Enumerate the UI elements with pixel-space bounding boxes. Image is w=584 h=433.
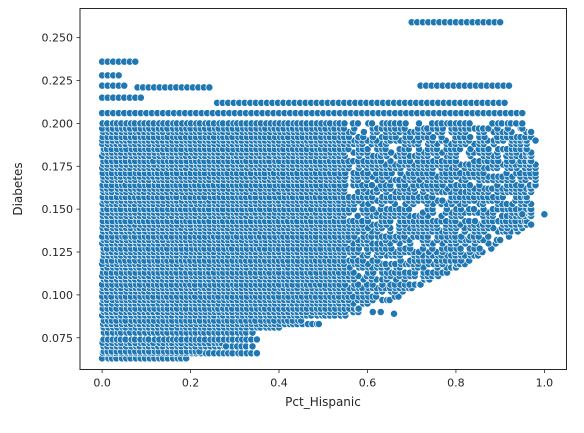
data-point [205, 83, 214, 92]
y-tick-label: 0.225 [42, 75, 74, 88]
y-tick-label: 0.150 [42, 203, 74, 216]
y-tick-label: 0.175 [42, 160, 74, 173]
x-axis-label: Pct_Hispanic [285, 395, 361, 409]
y-axis: 0.075 0.100 0.125 0.150 0.175 0.200 0.225 0.250 [42, 32, 80, 345]
data-points [98, 18, 549, 363]
x-tick-label: 0.8 [447, 377, 465, 390]
data-point [531, 136, 540, 145]
data-point [471, 217, 479, 226]
y-tick-label: 0.200 [42, 117, 74, 130]
data-point [252, 349, 261, 358]
data-point [136, 93, 145, 102]
data-point [505, 81, 513, 90]
x-tick-label: 0.6 [359, 377, 377, 390]
data-point [438, 196, 447, 205]
data-point [518, 210, 527, 219]
data-point [469, 205, 478, 214]
y-tick-label: 0.250 [42, 32, 74, 45]
data-point [540, 210, 549, 219]
y-tick-label: 0.075 [42, 332, 74, 345]
x-axis: 0.0 0.2 0.4 0.6 0.8 1.0 [93, 369, 554, 390]
data-point [354, 304, 363, 313]
data-point [368, 119, 376, 128]
data-point [359, 128, 368, 136]
data-point [353, 212, 362, 220]
y-tick-label: 0.100 [42, 289, 74, 302]
data-point [484, 232, 493, 241]
data-point [248, 342, 257, 351]
data-point [252, 335, 261, 344]
data-point [527, 220, 536, 229]
x-tick-label: 0.0 [93, 377, 111, 390]
data-point [354, 280, 363, 289]
data-point [353, 119, 362, 128]
data-point [120, 81, 129, 90]
data-point [496, 236, 505, 244]
data-point [456, 244, 465, 253]
x-tick-label: 1.0 [536, 377, 554, 390]
x-tick-label: 0.4 [270, 377, 288, 390]
data-point [401, 119, 410, 128]
data-point [131, 57, 140, 66]
x-tick-label: 0.2 [182, 377, 200, 390]
data-point [415, 119, 423, 128]
data-point [376, 308, 385, 316]
data-point [114, 71, 123, 80]
data-point [221, 342, 230, 351]
data-point [340, 119, 349, 128]
data-point [518, 119, 527, 128]
data-point [496, 18, 505, 27]
y-tick-label: 0.125 [42, 246, 74, 259]
data-point [518, 109, 527, 118]
data-point [368, 205, 377, 214]
data-point [314, 320, 323, 328]
data-point [527, 128, 536, 136]
data-point [475, 244, 484, 253]
data-point [465, 119, 474, 128]
data-point [500, 98, 509, 107]
data-point [368, 308, 377, 316]
y-axis-label: Diabetes [11, 162, 25, 215]
data-point [390, 309, 398, 318]
